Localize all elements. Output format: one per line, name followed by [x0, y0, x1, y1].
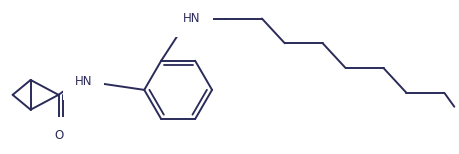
Text: O: O: [54, 129, 63, 142]
Text: HN: HN: [74, 75, 92, 88]
Text: HN: HN: [183, 12, 201, 25]
